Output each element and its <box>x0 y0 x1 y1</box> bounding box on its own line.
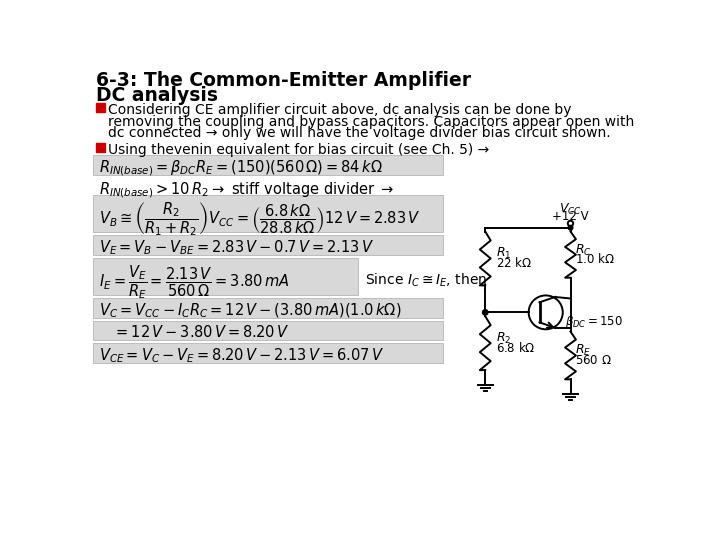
FancyBboxPatch shape <box>93 298 444 318</box>
Text: $= 12\,V - 3.80\,V = 8.20\,V$: $= 12\,V - 3.80\,V = 8.20\,V$ <box>113 325 289 340</box>
FancyBboxPatch shape <box>93 258 358 295</box>
Text: removing the coupling and bypass capacitors. Capacitors appear open with: removing the coupling and bypass capacit… <box>108 115 634 129</box>
Text: $R_1$: $R_1$ <box>496 246 511 261</box>
Circle shape <box>568 225 573 230</box>
Bar <box>96 103 104 112</box>
Text: $V_{CC}$: $V_{CC}$ <box>559 202 582 217</box>
Text: 6-3: The Common-Emitter Amplifier: 6-3: The Common-Emitter Amplifier <box>96 71 472 90</box>
Text: 6.8 k$\Omega$: 6.8 k$\Omega$ <box>496 341 536 355</box>
FancyBboxPatch shape <box>93 235 444 255</box>
Text: $R_{IN(base)} = \beta_{DC}R_E = (150)(560\,\Omega) = 84\,k\Omega$: $R_{IN(base)} = \beta_{DC}R_E = (150)(56… <box>99 158 383 178</box>
Text: $\beta_{DC} = 150$: $\beta_{DC} = 150$ <box>565 314 623 330</box>
Text: $R_C$: $R_C$ <box>575 242 592 258</box>
Text: Using thevenin equivalent for bias circuit (see Ch. 5) →: Using thevenin equivalent for bias circu… <box>108 143 489 157</box>
Text: $R_{IN(base)} > 10\,R_2 \rightarrow$ stiff voltage divider $\rightarrow$: $R_{IN(base)} > 10\,R_2 \rightarrow$ sti… <box>99 180 395 200</box>
Text: $V_B \cong \left(\dfrac{R_2}{R_1 + R_2}\right)V_{CC} = \left(\dfrac{6.8\,k\Omega: $V_B \cong \left(\dfrac{R_2}{R_1 + R_2}\… <box>99 200 421 238</box>
Text: $V_C = V_{CC} - I_CR_C = 12\,V - (3.80\,mA)(1.0\,k\Omega)$: $V_C = V_{CC} - I_CR_C = 12\,V - (3.80\,… <box>99 301 402 320</box>
FancyBboxPatch shape <box>93 343 444 363</box>
Text: Considering CE amplifier circuit above, dc analysis can be done by: Considering CE amplifier circuit above, … <box>108 103 572 117</box>
Text: 1.0 k$\Omega$: 1.0 k$\Omega$ <box>575 252 615 266</box>
FancyBboxPatch shape <box>93 195 444 232</box>
Circle shape <box>482 309 488 315</box>
Text: $V_{CE} = V_C - V_E = 8.20\,V - 2.13\,V = 6.07\,V$: $V_{CE} = V_C - V_E = 8.20\,V - 2.13\,V … <box>99 346 384 365</box>
FancyBboxPatch shape <box>93 155 444 175</box>
Text: $R_E$: $R_E$ <box>575 343 591 359</box>
Text: dc connected → only we will have the voltage divider bias circuit shown.: dc connected → only we will have the vol… <box>108 126 611 140</box>
Text: 22 k$\Omega$: 22 k$\Omega$ <box>496 256 532 270</box>
Text: DC analysis: DC analysis <box>96 86 218 105</box>
Text: $I_E = \dfrac{V_E}{R_E} = \dfrac{2.13\,V}{560\,\Omega} = 3.80\,mA$: $I_E = \dfrac{V_E}{R_E} = \dfrac{2.13\,V… <box>99 262 290 301</box>
Text: +12 V: +12 V <box>552 210 589 222</box>
Text: $R_2$: $R_2$ <box>496 331 511 346</box>
Bar <box>96 143 104 152</box>
Text: $V_E = V_B - V_{BE} = 2.83\,V - 0.7\,V = 2.13\,V$: $V_E = V_B - V_{BE} = 2.83\,V - 0.7\,V =… <box>99 238 374 256</box>
FancyBboxPatch shape <box>93 321 444 340</box>
Text: 560 $\Omega$: 560 $\Omega$ <box>575 354 612 367</box>
Text: Since $I_C \cong I_E$, then: Since $I_C \cong I_E$, then <box>365 271 487 288</box>
